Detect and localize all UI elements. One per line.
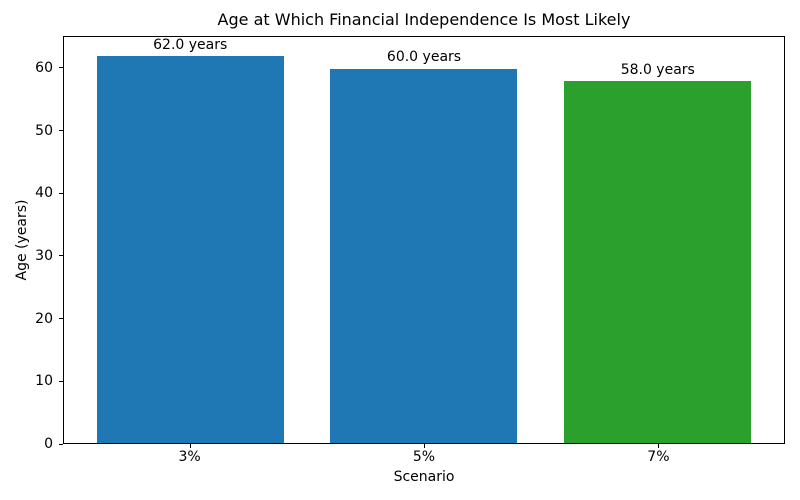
y-tick-mark [59,192,63,194]
y-tick-mark [59,380,63,382]
y-tick-mark [59,443,63,445]
y-tick-label-0: 0 [44,436,53,452]
bar-value-label-3%: 62.0 years [153,36,228,53]
y-tick-mark [59,318,63,320]
bar-7% [564,81,752,443]
bar-5% [330,68,518,443]
y-tick-label-10: 10 [35,373,53,390]
y-tick-label-60: 60 [35,59,53,76]
y-tick-label-50: 50 [35,122,53,139]
y-tick-label-30: 30 [35,247,53,264]
y-tick-label-40: 40 [35,185,53,202]
x-tick-label-7%: 7% [647,449,670,465]
x-tick-mark [424,444,425,448]
y-tick-mark [59,130,63,132]
y-tick-label-20: 20 [35,310,53,327]
x-tick-label-5%: 5% [412,449,436,465]
y-tick-mark [59,67,63,69]
bar-value-label-5%: 60.0 years [386,49,462,66]
bar-3% [96,56,284,443]
chart-title: Age at Which Financial Independence Is M… [217,10,631,29]
x-tick-mark [658,444,660,448]
plot-area: 62.0 years 60.0 years 58.0 years [63,36,785,444]
x-axis-label: Scenario [393,469,455,485]
bar-value-label-7%: 58.0 years [620,61,695,78]
y-tick-mark [59,255,63,257]
y-axis-label: Age (years) [14,199,30,281]
x-tick-label-3%: 3% [178,449,201,465]
x-tick-mark [189,444,191,448]
